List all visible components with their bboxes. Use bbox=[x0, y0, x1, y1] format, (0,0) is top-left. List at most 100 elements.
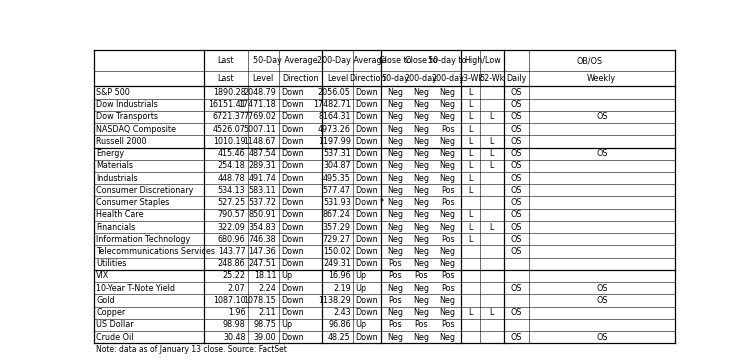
Text: 16.96: 16.96 bbox=[328, 271, 351, 280]
Text: Down: Down bbox=[356, 223, 378, 231]
Text: Down: Down bbox=[356, 186, 378, 195]
Text: L: L bbox=[468, 137, 472, 146]
Text: Down: Down bbox=[356, 137, 378, 146]
Text: Down: Down bbox=[356, 210, 378, 219]
Text: L: L bbox=[490, 137, 494, 146]
Text: Crude Oil: Crude Oil bbox=[96, 332, 134, 342]
Text: 354.83: 354.83 bbox=[249, 223, 276, 231]
Text: 1010.19: 1010.19 bbox=[213, 137, 245, 146]
Text: Neg: Neg bbox=[440, 149, 456, 158]
Text: Neg: Neg bbox=[413, 161, 429, 170]
Text: Down: Down bbox=[356, 100, 378, 109]
Text: 8164.31: 8164.31 bbox=[318, 113, 351, 122]
Text: Neg: Neg bbox=[387, 174, 403, 183]
Text: Down: Down bbox=[281, 161, 304, 170]
Text: Up: Up bbox=[356, 321, 367, 329]
Text: Last: Last bbox=[217, 74, 234, 83]
Text: Level: Level bbox=[327, 74, 348, 83]
Text: Neg: Neg bbox=[387, 198, 403, 207]
Text: 1890.28: 1890.28 bbox=[213, 88, 245, 97]
Text: Neg: Neg bbox=[387, 161, 403, 170]
Text: Neg: Neg bbox=[413, 308, 429, 317]
Text: Neg: Neg bbox=[387, 113, 403, 122]
Text: Neg: Neg bbox=[387, 186, 403, 195]
Text: Materials: Materials bbox=[96, 161, 133, 170]
Text: 4526.07: 4526.07 bbox=[212, 125, 245, 134]
Text: 10-Year T-Note Yield: 10-Year T-Note Yield bbox=[96, 284, 175, 293]
Text: 2.43: 2.43 bbox=[333, 308, 351, 317]
Text: 2.19: 2.19 bbox=[333, 284, 351, 293]
Text: Pos: Pos bbox=[388, 321, 402, 329]
Text: Neg: Neg bbox=[440, 308, 456, 317]
Text: NASDAQ Composite: NASDAQ Composite bbox=[96, 125, 176, 134]
Text: L: L bbox=[490, 161, 494, 170]
Text: Neg: Neg bbox=[387, 210, 403, 219]
Text: 415.46: 415.46 bbox=[217, 149, 245, 158]
Text: Neg: Neg bbox=[413, 247, 429, 256]
Text: 322.09: 322.09 bbox=[217, 223, 245, 231]
Text: OS: OS bbox=[510, 161, 522, 170]
Text: 289.31: 289.31 bbox=[248, 161, 276, 170]
Text: 495.35: 495.35 bbox=[322, 174, 351, 183]
Text: 2048.79: 2048.79 bbox=[244, 88, 276, 97]
Text: OS: OS bbox=[596, 296, 608, 305]
Text: Down: Down bbox=[281, 223, 304, 231]
Text: 25.22: 25.22 bbox=[223, 271, 245, 280]
Text: 491.74: 491.74 bbox=[248, 174, 276, 183]
Text: OS: OS bbox=[510, 174, 522, 183]
Text: 527.25: 527.25 bbox=[217, 198, 245, 207]
Text: OS: OS bbox=[510, 186, 522, 195]
Text: 790.57: 790.57 bbox=[217, 210, 245, 219]
Text: 50-Day Average: 50-Day Average bbox=[253, 56, 317, 65]
Text: L: L bbox=[468, 161, 472, 170]
Text: Neg: Neg bbox=[413, 198, 429, 207]
Text: 448.78: 448.78 bbox=[217, 174, 245, 183]
Text: Pos: Pos bbox=[415, 271, 428, 280]
Text: 200-day: 200-day bbox=[431, 74, 464, 83]
Text: 4973.26: 4973.26 bbox=[318, 125, 351, 134]
Text: OS: OS bbox=[510, 247, 522, 256]
Text: Neg: Neg bbox=[387, 223, 403, 231]
Text: Down: Down bbox=[356, 308, 378, 317]
Text: Down: Down bbox=[281, 100, 304, 109]
Text: Neg: Neg bbox=[440, 161, 456, 170]
Text: Up: Up bbox=[281, 271, 292, 280]
Text: Down: Down bbox=[281, 259, 304, 268]
Text: L: L bbox=[468, 186, 472, 195]
Text: Down: Down bbox=[281, 235, 304, 244]
Text: 98.75: 98.75 bbox=[254, 321, 276, 329]
Text: Neg: Neg bbox=[440, 113, 456, 122]
Text: 1138.29: 1138.29 bbox=[318, 296, 351, 305]
Text: Utilities: Utilities bbox=[96, 259, 127, 268]
Text: 537.72: 537.72 bbox=[248, 198, 276, 207]
Text: 583.11: 583.11 bbox=[249, 186, 276, 195]
Text: 304.87: 304.87 bbox=[323, 161, 351, 170]
Text: 6721.37: 6721.37 bbox=[212, 113, 245, 122]
Text: Daily: Daily bbox=[506, 74, 526, 83]
Text: Telecommunications Services: Telecommunications Services bbox=[96, 247, 215, 256]
Text: Down: Down bbox=[281, 284, 304, 293]
Text: 200-day: 200-day bbox=[405, 74, 438, 83]
Text: Last: Last bbox=[217, 56, 234, 65]
Text: OS: OS bbox=[510, 223, 522, 231]
Text: Pos: Pos bbox=[388, 296, 402, 305]
Text: Neg: Neg bbox=[387, 235, 403, 244]
Text: 2.07: 2.07 bbox=[228, 284, 245, 293]
Text: Neg: Neg bbox=[387, 247, 403, 256]
Text: OS: OS bbox=[596, 113, 608, 122]
Text: 1197.99: 1197.99 bbox=[318, 137, 351, 146]
Text: Neg: Neg bbox=[413, 186, 429, 195]
Text: L: L bbox=[490, 113, 494, 122]
Text: 2.11: 2.11 bbox=[259, 308, 276, 317]
Text: Down *: Down * bbox=[356, 198, 385, 207]
Text: 746.38: 746.38 bbox=[249, 235, 276, 244]
Text: Pos: Pos bbox=[388, 259, 402, 268]
Text: 52-Wk: 52-Wk bbox=[479, 74, 504, 83]
Text: Close to: Close to bbox=[379, 56, 411, 65]
Text: Pos: Pos bbox=[415, 321, 428, 329]
Text: Down: Down bbox=[281, 247, 304, 256]
Text: 850.91: 850.91 bbox=[248, 210, 276, 219]
Text: 2056.05: 2056.05 bbox=[318, 88, 351, 97]
Text: Pos: Pos bbox=[441, 235, 454, 244]
Text: 17471.18: 17471.18 bbox=[238, 100, 276, 109]
